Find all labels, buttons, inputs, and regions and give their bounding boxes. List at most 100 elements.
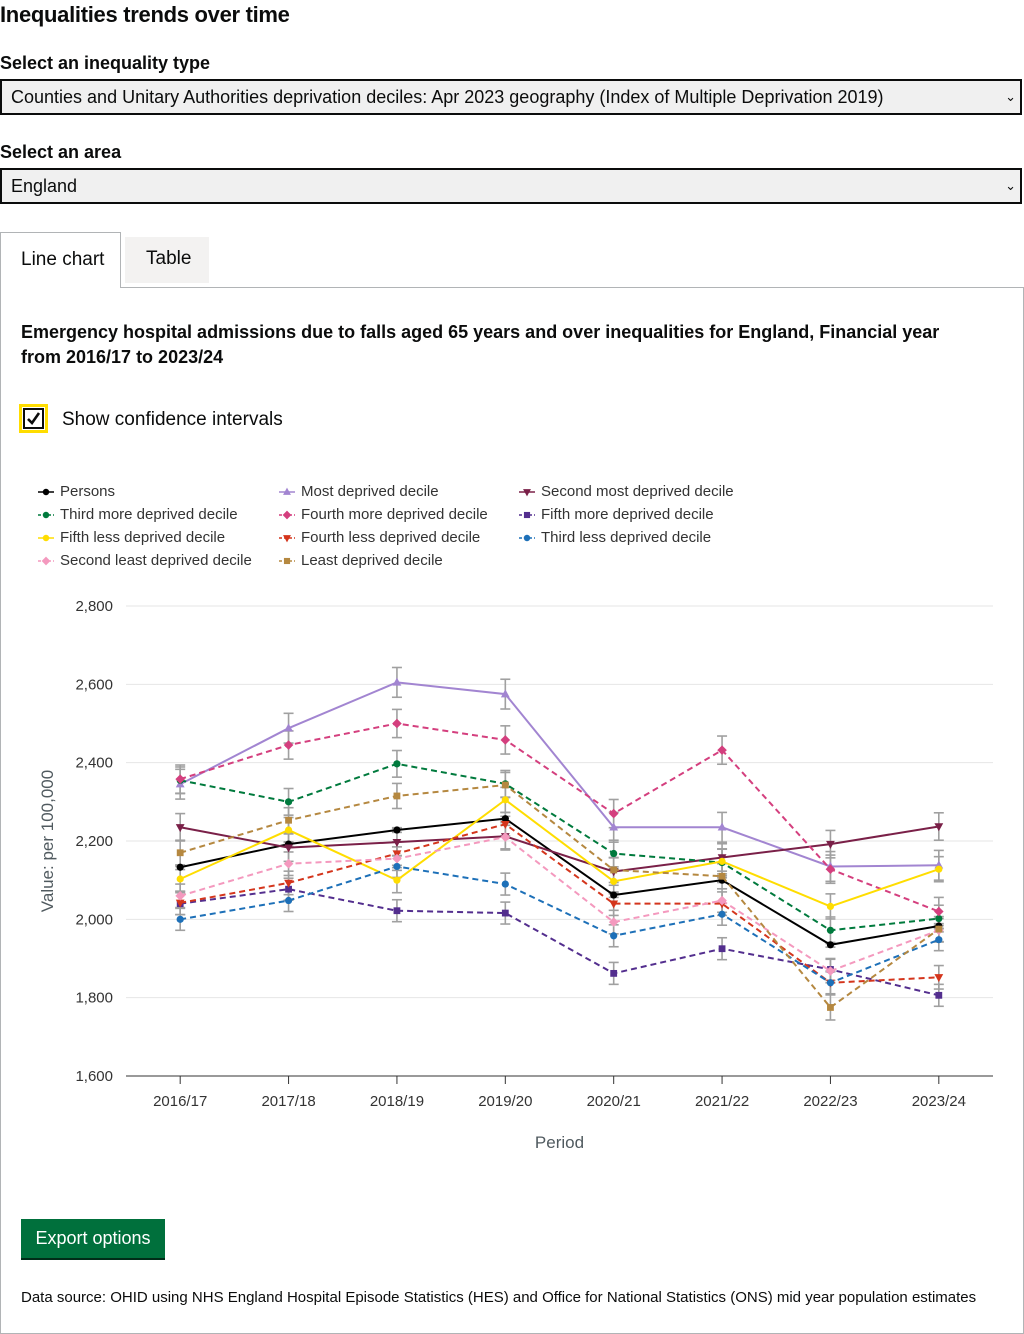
legend-marker [282,510,292,520]
legend-marker [42,534,50,542]
data-point-persons [176,863,184,871]
confidence-intervals-checkbox[interactable] [19,404,48,433]
y-tick-label: 2,400 [75,755,113,772]
data-point-fourth-more-deprived-decile [608,808,619,819]
page-title: Inequalities trends over time [0,2,290,27]
legend-marker [283,487,291,495]
data-point-most-deprived-decile [392,677,402,686]
series-line-least-deprived-decile [179,783,940,1009]
data-point-fifth-more-deprived-decile [718,945,726,953]
data-point-second-most-deprived-decile [284,844,293,853]
data-point-second-most-deprived-decile [175,824,185,833]
tab-line-chart[interactable]: Line chart [0,232,121,288]
x-axis-title: Period [535,1133,584,1152]
chevron-down-icon: ⌄ [1005,89,1016,104]
y-tick-label: 2,800 [75,598,113,615]
x-tick-label: 2018/19 [370,1093,424,1110]
x-tick-label: 2016/17 [153,1093,207,1110]
series-line-fifth-less-deprived-decile [179,798,940,908]
x-tick-label: 2022/23 [803,1093,857,1110]
legend-label: Most deprived decile [301,483,439,500]
data-point-most-deprived-decile [500,689,510,698]
data-point-fifth-less-deprived-decile [610,877,618,885]
data-point-fifth-more-deprived-decile [610,969,618,977]
data-point-least-deprived-decile [610,866,618,874]
data-point-second-least-deprived-decile [500,832,511,842]
data-point-third-more-deprived-decile [935,914,943,923]
legend-marker [283,535,291,543]
area-label: Select an area [0,142,122,162]
legend-swatch [38,534,54,542]
data-point-fifth-less-deprived-decile [393,876,401,884]
data-point-fifth-more-deprived-decile [501,909,509,917]
legend-label: Persons [60,483,116,500]
y-tick-label: 2,600 [75,676,113,693]
chart-heading: Emergency hospital admissions due to fal… [21,322,940,367]
data-point-least-deprived-decile [501,781,509,789]
data-point-third-more-deprived-decile [826,926,835,934]
data-point-fourth-less-deprived-decile [175,899,185,908]
series-line-second-most-deprived-decile [180,825,939,873]
data-point-fourth-less-deprived-decile [284,879,293,888]
data-point-fourth-more-deprived-decile [175,774,185,784]
export-options-button[interactable]: Export options [21,1219,165,1258]
data-point-second-most-deprived-decile [826,840,835,849]
data-point-second-most-deprived-decile [392,838,402,847]
legend-label: Second most deprived decile [541,483,734,500]
data-point-third-more-deprived-decile [284,798,293,806]
data-point-fifth-less-deprived-decile [935,865,943,873]
data-point-second-least-deprived-decile [825,966,836,976]
x-tick-label: 2023/24 [912,1093,966,1110]
legend-label: Fifth less deprived decile [60,529,226,546]
legend-label: Fifth more deprived decile [541,506,714,523]
data-point-most-deprived-decile [284,723,293,732]
area-value: England [11,176,78,196]
data-point-third-more-deprived-decile [610,849,618,858]
data-point-least-deprived-decile [935,925,943,933]
legend-swatch [38,556,54,566]
data-point-fourth-more-deprived-decile [934,906,944,917]
chevron-down-icon: ⌄ [1005,178,1016,193]
data-point-fourth-more-deprived-decile [825,864,836,874]
data-point-second-most-deprived-decile [934,823,944,832]
data-point-third-less-deprived-decile [935,936,943,944]
legend-label: Least deprived decile [301,552,443,569]
data-point-persons [393,826,401,834]
area-select[interactable]: England ⌄ [0,168,1022,204]
inequality-type-select[interactable]: Counties and Unitary Authorities depriva… [0,79,1022,115]
data-point-second-least-deprived-decile [717,895,727,906]
data-point-fifth-less-deprived-decile [501,796,509,804]
tab-table[interactable]: Table [125,237,209,283]
legend-swatch [519,489,535,497]
series-line-most-deprived-decile [179,681,939,868]
data-source-note: Data source: OHID using NHS England Hosp… [21,1289,977,1306]
data-point-fifth-more-deprived-decile [393,907,401,915]
data-point-third-less-deprived-decile [176,915,184,923]
y-tick-label: 1,800 [75,990,113,1007]
legend-label: Fourth more deprived decile [301,506,488,523]
data-point-fourth-more-deprived-decile [392,718,402,729]
legend-swatch [38,488,54,496]
data-point-fifth-more-deprived-decile [285,885,292,893]
legend-marker [523,511,531,519]
series-line-fourth-more-deprived-decile [179,722,940,913]
y-tick-label: 2,000 [75,911,113,928]
data-point-least-deprived-decile [285,816,292,824]
data-point-fifth-more-deprived-decile [935,991,943,999]
data-point-fourth-less-deprived-decile [934,974,944,983]
legend-marker [523,534,531,542]
line-chart: 1,600 1,800 2,000 2,200 2,400 2,600 2,800 2016/… [38,598,993,1152]
data-point-persons [826,941,835,949]
legend-swatch [38,511,54,519]
legend-swatch [279,510,295,520]
data-point-third-less-deprived-decile [501,880,509,888]
legend-marker [523,489,531,497]
data-point-second-least-deprived-decile [175,891,185,901]
data-point-second-least-deprived-decile [283,858,294,869]
data-point-third-less-deprived-decile [284,896,293,905]
data-point-fourth-more-deprived-decile [717,745,727,755]
legend-swatch [519,534,535,542]
data-point-fifth-less-deprived-decile [826,902,835,911]
data-point-least-deprived-decile [827,1004,834,1011]
inequality-type-label: Select an inequality type [0,53,211,73]
